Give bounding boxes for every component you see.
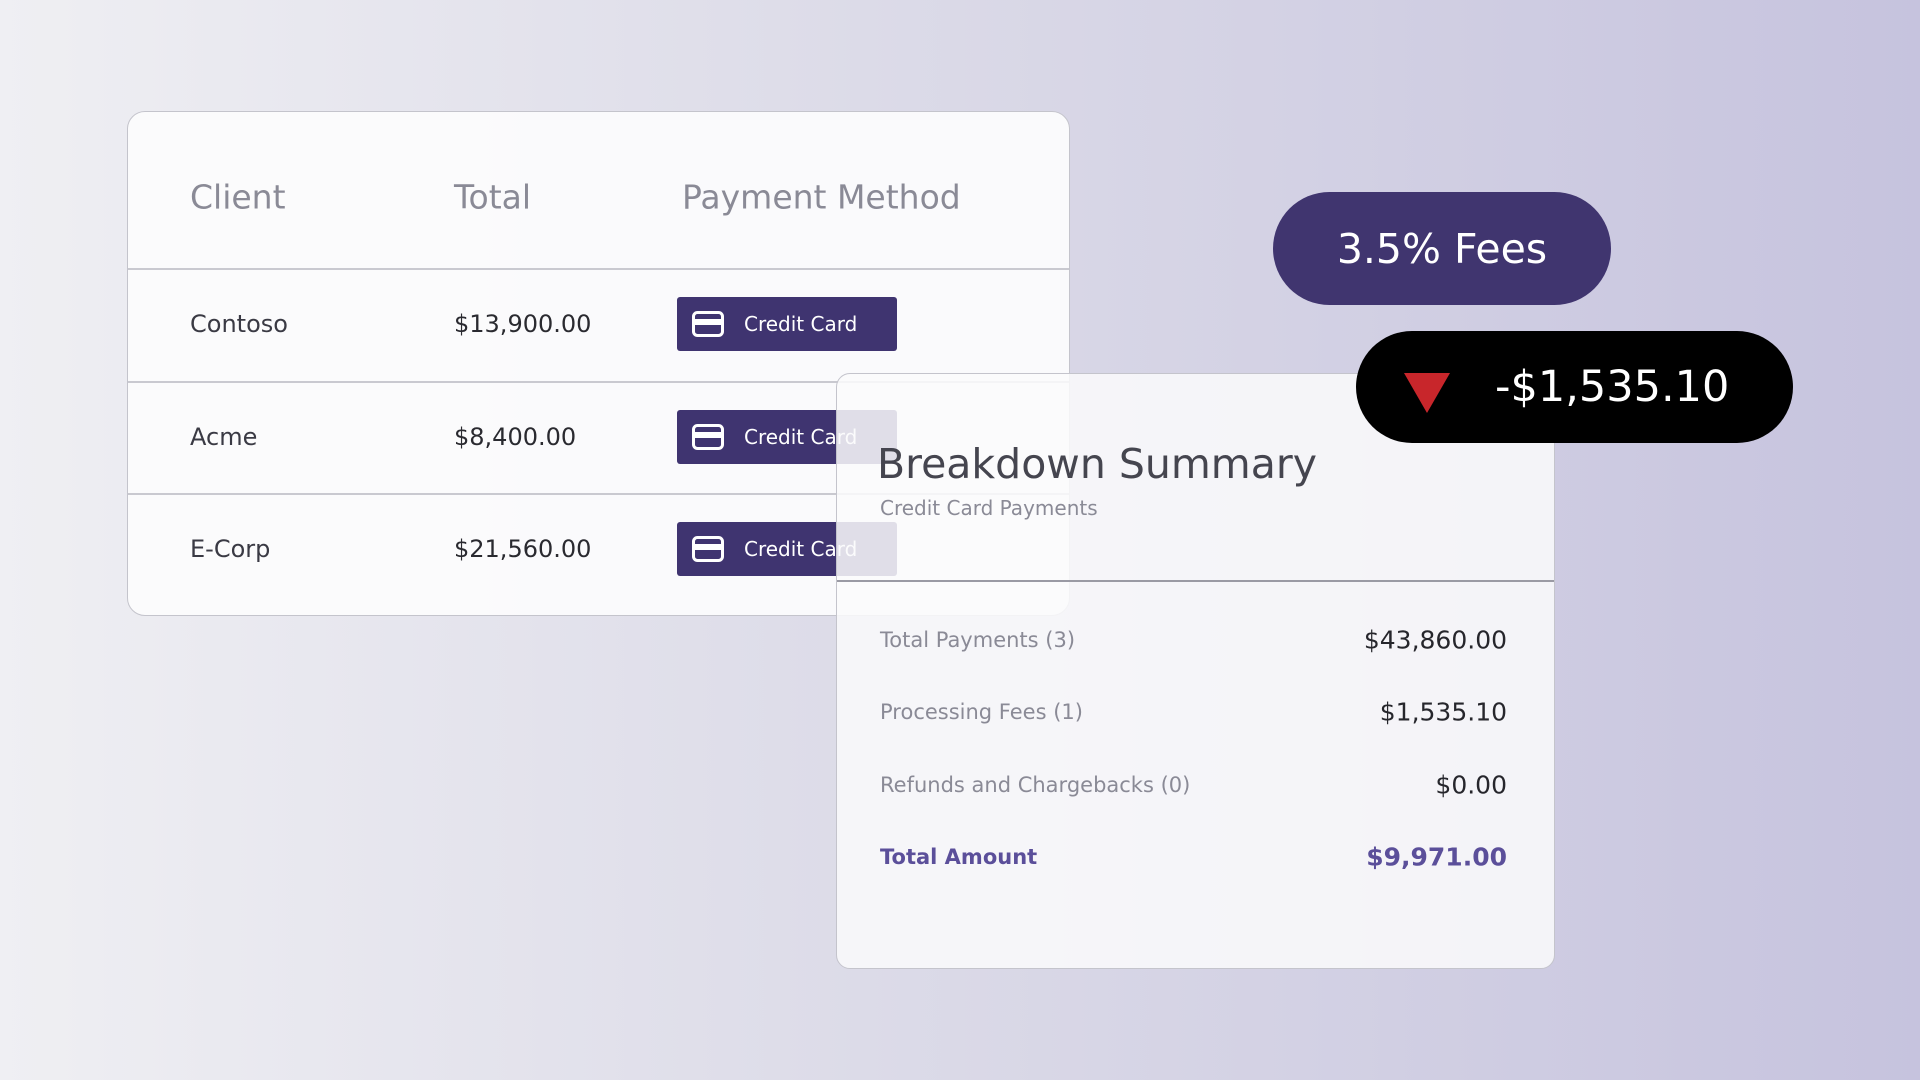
summary-value: $9,971.00 xyxy=(1366,842,1507,872)
client-name: Contoso xyxy=(190,310,288,338)
summary-value: $43,860.00 xyxy=(1363,625,1507,655)
card-icon xyxy=(692,311,724,337)
payment-total: $13,900.00 xyxy=(454,310,592,338)
row-divider xyxy=(128,268,1069,270)
summary-value: $1,535.10 xyxy=(1379,697,1507,727)
column-header: Total xyxy=(454,177,532,217)
column-header: Payment Method xyxy=(682,177,961,217)
change-text: -$1,535.10 xyxy=(1495,362,1730,412)
payment-total: $21,560.00 xyxy=(454,535,592,563)
column-header: Client xyxy=(190,177,286,217)
fees-text: 3.5% Fees xyxy=(1336,224,1548,273)
breakdown-summary: Breakdown Summary Credit Card Payments T… xyxy=(836,373,1555,969)
summary-subtitle: Credit Card Payments xyxy=(880,496,1098,520)
fees-badge: 3.5% Fees xyxy=(1273,192,1611,305)
payment-method-button[interactable]: Credit Card xyxy=(677,297,897,351)
summary-title: Breakdown Summary xyxy=(877,440,1317,488)
card-icon xyxy=(692,424,724,450)
summary-label: Total Amount xyxy=(880,845,1038,869)
summary-label: Total Payments (3) xyxy=(880,628,1076,652)
card-icon xyxy=(692,536,724,562)
method-label: Credit Card xyxy=(744,312,858,336)
change-badge: -$1,535.10 xyxy=(1356,331,1793,443)
row-divider xyxy=(128,493,1069,495)
summary-value: $0.00 xyxy=(1435,770,1507,800)
row-divider xyxy=(128,381,1069,383)
summary-label: Refunds and Chargebacks (0) xyxy=(880,773,1191,797)
summary-label: Processing Fees (1) xyxy=(880,700,1083,724)
payment-total: $8,400.00 xyxy=(454,423,577,451)
client-name: Acme xyxy=(190,423,258,451)
divider xyxy=(837,580,1554,582)
down-arrow xyxy=(1404,373,1450,413)
client-name: E-Corp xyxy=(190,535,271,563)
payments-table: Client Total Payment Method Contoso $13,9… xyxy=(127,111,1070,616)
